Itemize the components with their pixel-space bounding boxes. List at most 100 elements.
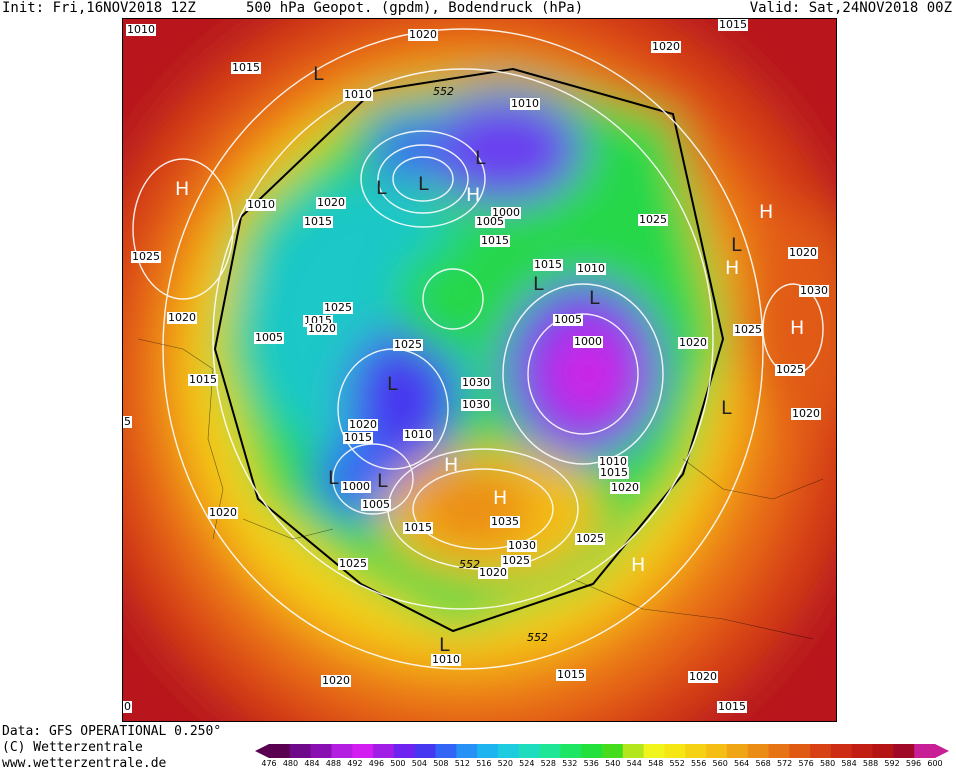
legend-tick-label: 504 bbox=[411, 759, 428, 768]
legend-swatch bbox=[539, 744, 561, 758]
legend-tick-label: 548 bbox=[648, 759, 664, 768]
isobar-label: 1015 bbox=[480, 234, 510, 247]
isobar-label: 1020 bbox=[478, 566, 508, 579]
high-pressure-center: H bbox=[631, 554, 646, 576]
legend-swatch bbox=[685, 744, 707, 758]
isobar-label: 1020 bbox=[321, 674, 351, 687]
low-pressure-center: L bbox=[376, 177, 387, 199]
legend-tick-label: 572 bbox=[776, 759, 793, 768]
isobar-label: 1015 bbox=[231, 61, 261, 74]
low-pressure-center: L bbox=[418, 173, 429, 195]
isobar-label: 1005 bbox=[254, 331, 284, 344]
legend-swatch bbox=[518, 744, 541, 758]
legend-swatch bbox=[810, 744, 832, 758]
isobar-label: 1030 bbox=[799, 284, 829, 297]
legend-tick-label: 488 bbox=[325, 759, 342, 768]
isobar-label: 1010 bbox=[403, 428, 433, 441]
isobar-label: 1025 bbox=[323, 301, 353, 314]
isobar-label: 1025 bbox=[638, 213, 668, 226]
low-pressure-center: L bbox=[533, 273, 544, 295]
legend-swatch bbox=[622, 744, 645, 758]
legend-swatch bbox=[643, 744, 665, 758]
legend-swatch bbox=[477, 744, 499, 758]
isobar-label: 1020 bbox=[208, 506, 238, 519]
legend-swatch bbox=[310, 744, 332, 758]
isobar-label: 1000 bbox=[341, 480, 371, 493]
isobar-label: 1010 bbox=[246, 198, 276, 211]
legend-tick-label: 600 bbox=[927, 759, 943, 768]
high-pressure-center: H bbox=[466, 184, 481, 206]
legend-tick-label: 484 bbox=[304, 759, 320, 768]
high-pressure-center: H bbox=[759, 201, 774, 223]
high-pressure-center: H bbox=[493, 487, 508, 509]
high-pressure-center: H bbox=[175, 178, 190, 200]
isobar-label: 1030 bbox=[461, 398, 491, 411]
copyright-credit: (C) Wetterzentrale bbox=[2, 740, 143, 755]
legend-tick-label: 576 bbox=[798, 759, 814, 768]
legend-tick-label: 500 bbox=[390, 759, 406, 768]
isobar-label: 1020 bbox=[688, 670, 718, 683]
isobar-label: 1010 bbox=[343, 88, 373, 101]
isobar-label: 1015 bbox=[188, 373, 218, 386]
map-title: 500 hPa Geopot. (gpdm), Bodendruck (hPa) bbox=[246, 0, 584, 16]
legend-swatch bbox=[456, 744, 478, 758]
legend-tick-label: 556 bbox=[691, 759, 707, 768]
legend-tick-label: 528 bbox=[540, 759, 556, 768]
isobar-label: 1025 bbox=[393, 338, 423, 351]
legend-tick-label: 512 bbox=[454, 759, 470, 768]
low-pressure-center: L bbox=[328, 467, 339, 489]
isobar-label: 1015 bbox=[303, 215, 333, 228]
isobar-label: 1025 bbox=[775, 363, 805, 376]
legend-swatch bbox=[435, 744, 457, 758]
legend-arrow-high bbox=[935, 744, 949, 758]
legend-swatch bbox=[352, 744, 374, 758]
legend-swatch bbox=[914, 744, 936, 758]
color-scale-legend: 476 480 484 488 492 496 500 504 508 512 516 520 524 5… bbox=[255, 742, 955, 770]
isobar-label: 1015 bbox=[599, 466, 629, 479]
legend-tick-label: 592 bbox=[884, 759, 900, 768]
high-pressure-center: H bbox=[725, 257, 740, 279]
legend-swatch bbox=[789, 744, 811, 758]
legend-swatch bbox=[581, 744, 603, 758]
isobar-label: 1020 bbox=[167, 311, 197, 324]
isobar-label: 1020 bbox=[678, 336, 708, 349]
isobar-label: 1020 bbox=[316, 196, 346, 209]
low-pressure-center: L bbox=[387, 373, 398, 395]
isobar-label: 1000 bbox=[573, 335, 603, 348]
isobar-label: 1025 bbox=[733, 323, 763, 336]
isobar-label: 1015 bbox=[718, 18, 748, 31]
legend-swatch bbox=[830, 744, 853, 758]
isobar-label: 1035 bbox=[490, 515, 520, 528]
isobar-label: 1020 bbox=[791, 407, 821, 420]
isobar-label: 1020 bbox=[408, 28, 438, 41]
isobar-label: 1020 bbox=[788, 246, 818, 259]
legend-swatch bbox=[768, 744, 790, 758]
legend-tick-label: 584 bbox=[841, 759, 857, 768]
legend-tick-label: 564 bbox=[734, 759, 750, 768]
legend-tick-label: 524 bbox=[519, 759, 535, 768]
isobar-label: 1020 bbox=[307, 322, 337, 335]
isobar-label: 1015 bbox=[556, 668, 586, 681]
geopotential-label: 552 bbox=[433, 85, 454, 98]
isobar-label: 1025 bbox=[575, 532, 605, 545]
high-pressure-center: H bbox=[790, 317, 805, 339]
legend-color-bar bbox=[255, 744, 949, 758]
website-credit: www.wetterzentrale.de bbox=[2, 756, 167, 771]
legend-swatch bbox=[269, 744, 291, 758]
legend-swatch bbox=[560, 744, 582, 758]
isobar-label: 1010 bbox=[576, 262, 606, 275]
low-pressure-center: L bbox=[475, 147, 486, 169]
high-pressure-center: H bbox=[444, 454, 459, 476]
isobar-label: 1010 bbox=[126, 23, 156, 36]
low-pressure-center: L bbox=[721, 397, 732, 419]
isobar-label: 1025 bbox=[131, 250, 161, 263]
map-field bbox=[123, 19, 836, 721]
legend-tick-label: 496 bbox=[368, 759, 385, 768]
geopotential-label: 552 bbox=[527, 631, 548, 644]
legend-swatch bbox=[497, 744, 520, 758]
isobar-label: 1015 bbox=[403, 521, 433, 534]
legend-swatch bbox=[893, 744, 915, 758]
legend-tick-label: 540 bbox=[605, 759, 621, 768]
low-pressure-center: L bbox=[439, 634, 450, 656]
legend-tick-label: 492 bbox=[347, 759, 363, 768]
